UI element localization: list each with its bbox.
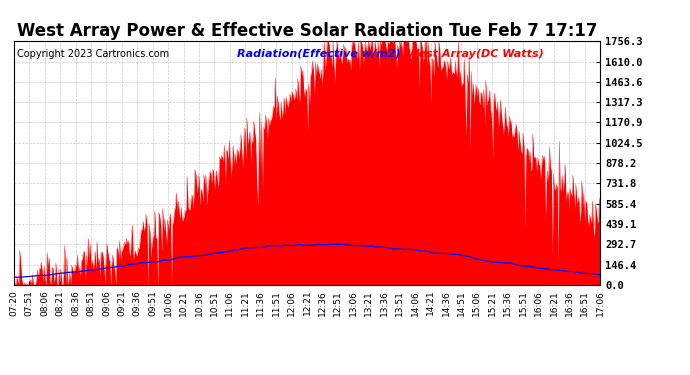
Title: West Array Power & Effective Solar Radiation Tue Feb 7 17:17: West Array Power & Effective Solar Radia… xyxy=(17,22,598,40)
Text: Copyright 2023 Cartronics.com: Copyright 2023 Cartronics.com xyxy=(17,49,169,58)
Text: West Array(DC Watts): West Array(DC Watts) xyxy=(407,49,544,58)
Text: Radiation(Effective w/m2): Radiation(Effective w/m2) xyxy=(237,49,400,58)
